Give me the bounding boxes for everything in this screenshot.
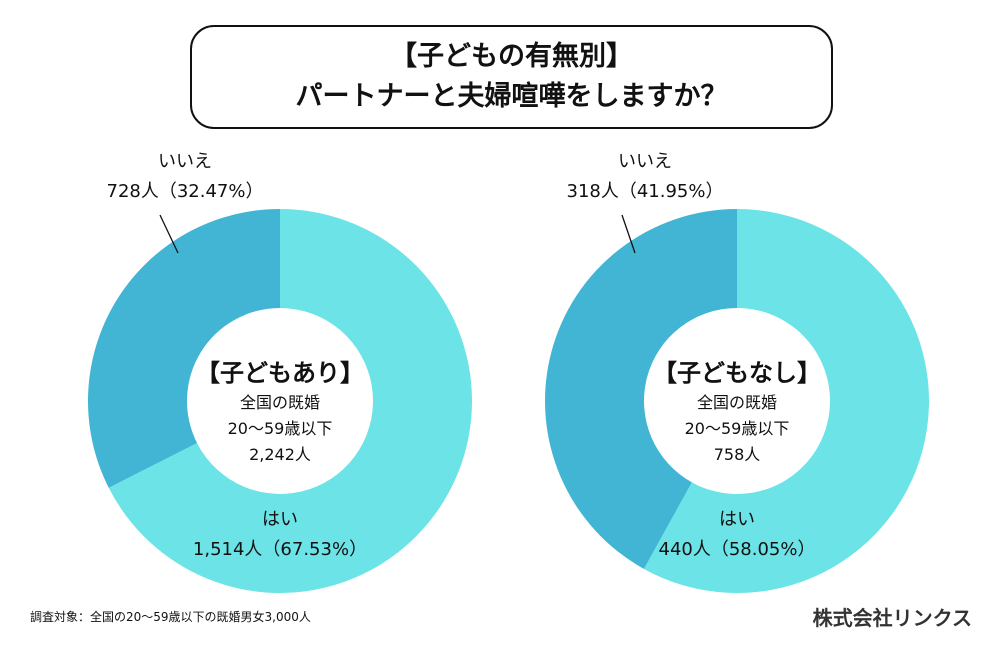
slice-label-no-right: いいえ 318人（41.95%） <box>560 147 730 207</box>
slice-value: 440人（58.05%） <box>658 539 816 560</box>
slice-label-yes-left: はい 1,514人（67.53%） <box>180 505 380 565</box>
donut-slice-no <box>87 209 281 488</box>
center-label-left: 【子どもあり】 全国の既婚 20〜59歳以下 2,242人 <box>180 356 380 468</box>
donut-slice-yes <box>643 209 929 593</box>
slice-value: 1,514人（67.53%） <box>192 539 368 560</box>
donut-slice-no <box>545 209 737 569</box>
title-box: 【子どもの有無別】 パートナーと夫婦喧嘩をしますか？ <box>190 25 833 129</box>
slice-name: いいえ <box>618 151 672 172</box>
title-line-1: 【子どもの有無別】 <box>390 41 633 72</box>
center-heading: 【子どもあり】 <box>196 359 364 387</box>
slice-name: はい <box>719 509 755 530</box>
center-heading: 【子どもなし】 <box>653 359 821 387</box>
slice-label-yes-right: はい 440人（58.05%） <box>637 505 837 565</box>
slice-value: 728人（32.47%） <box>106 181 264 202</box>
leader-line-left <box>159 214 179 254</box>
title-line-2: パートナーと夫婦喧嘩をしますか？ <box>295 81 728 112</box>
slice-name: はい <box>262 509 298 530</box>
center-line: 20〜59歳以下 <box>227 419 333 438</box>
slice-label-no-left: いいえ 728人（32.47%） <box>100 147 270 207</box>
center-total: 2,242人 <box>249 445 311 464</box>
slice-value: 318人（41.95%） <box>566 181 724 202</box>
center-line: 全国の既婚 <box>239 393 320 412</box>
center-line: 全国の既婚 <box>696 393 777 412</box>
donut-slice-yes <box>108 209 472 593</box>
center-label-right: 【子どもなし】 全国の既婚 20〜59歳以下 758人 <box>637 356 837 468</box>
brand-name: 株式会社リンクス <box>812 606 972 630</box>
leader-line-right <box>621 214 636 254</box>
slice-name: いいえ <box>158 151 212 172</box>
center-line: 20〜59歳以下 <box>684 419 790 438</box>
survey-note: 調査対象：全国の20〜59歳以下の既婚男女3,000人 <box>30 610 311 624</box>
center-total: 758人 <box>713 445 761 464</box>
